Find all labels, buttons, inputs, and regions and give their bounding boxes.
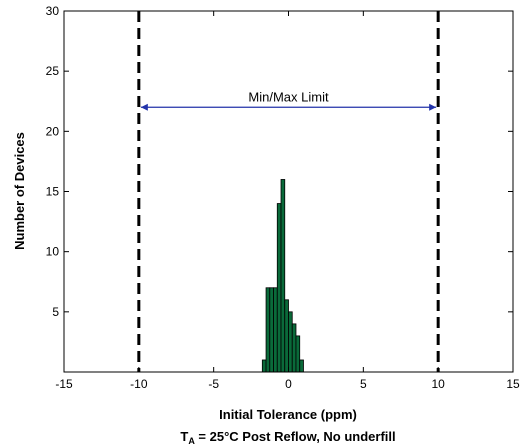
- histogram-bar: [295, 335, 301, 373]
- annotation-group: Min/Max Limit: [140, 89, 437, 111]
- ticks-group: -15 -10 -5 0 5 10 15 5 10 15 20 25 30: [46, 4, 520, 391]
- subtitle-rest: = 25°C Post Reflow, No underfill: [195, 429, 396, 444]
- histogram-bar: [273, 287, 278, 373]
- plot-frame: [63, 10, 514, 373]
- histogram-bar: [269, 287, 274, 373]
- histogram-bar: [276, 203, 282, 373]
- histogram-bar: [280, 179, 286, 373]
- y-tick-label: 10: [46, 245, 60, 259]
- histogram-bar: [261, 359, 267, 373]
- histogram-bar: [265, 287, 271, 373]
- limit-lines-group: [137, 11, 440, 372]
- x-axis-label: Initial Tolerance (ppm): [219, 407, 357, 422]
- x-tick-label: -10: [130, 377, 148, 391]
- y-tick-label: 25: [46, 64, 60, 78]
- histogram-bar: [288, 311, 293, 373]
- chart-subtitle: TA = 25°C Post Reflow, No underfill: [180, 429, 395, 446]
- histogram-bar: [284, 299, 289, 373]
- arrow-head-left: [140, 103, 148, 111]
- y-axis-label: Number of Devices: [12, 132, 27, 250]
- x-tick-label: 15: [506, 377, 520, 391]
- subtitle-prefix: T: [180, 429, 188, 444]
- histogram-bar: [299, 359, 304, 373]
- y-tick-label: 20: [46, 124, 60, 138]
- subtitle-subscript: A: [188, 436, 195, 446]
- x-tick-label: -5: [208, 377, 219, 391]
- arrow-head-right: [429, 103, 437, 111]
- annotation-label: Min/Max Limit: [248, 89, 329, 104]
- y-tick-label: 15: [46, 185, 60, 199]
- x-tick-label: 0: [285, 377, 292, 391]
- x-tick-label: 10: [431, 377, 445, 391]
- x-tick-label: -15: [55, 377, 73, 391]
- histogram-bar: [291, 323, 297, 373]
- y-tick-label: 30: [46, 4, 60, 18]
- y-tick-label: 5: [52, 305, 59, 319]
- x-tick-label: 5: [360, 377, 367, 391]
